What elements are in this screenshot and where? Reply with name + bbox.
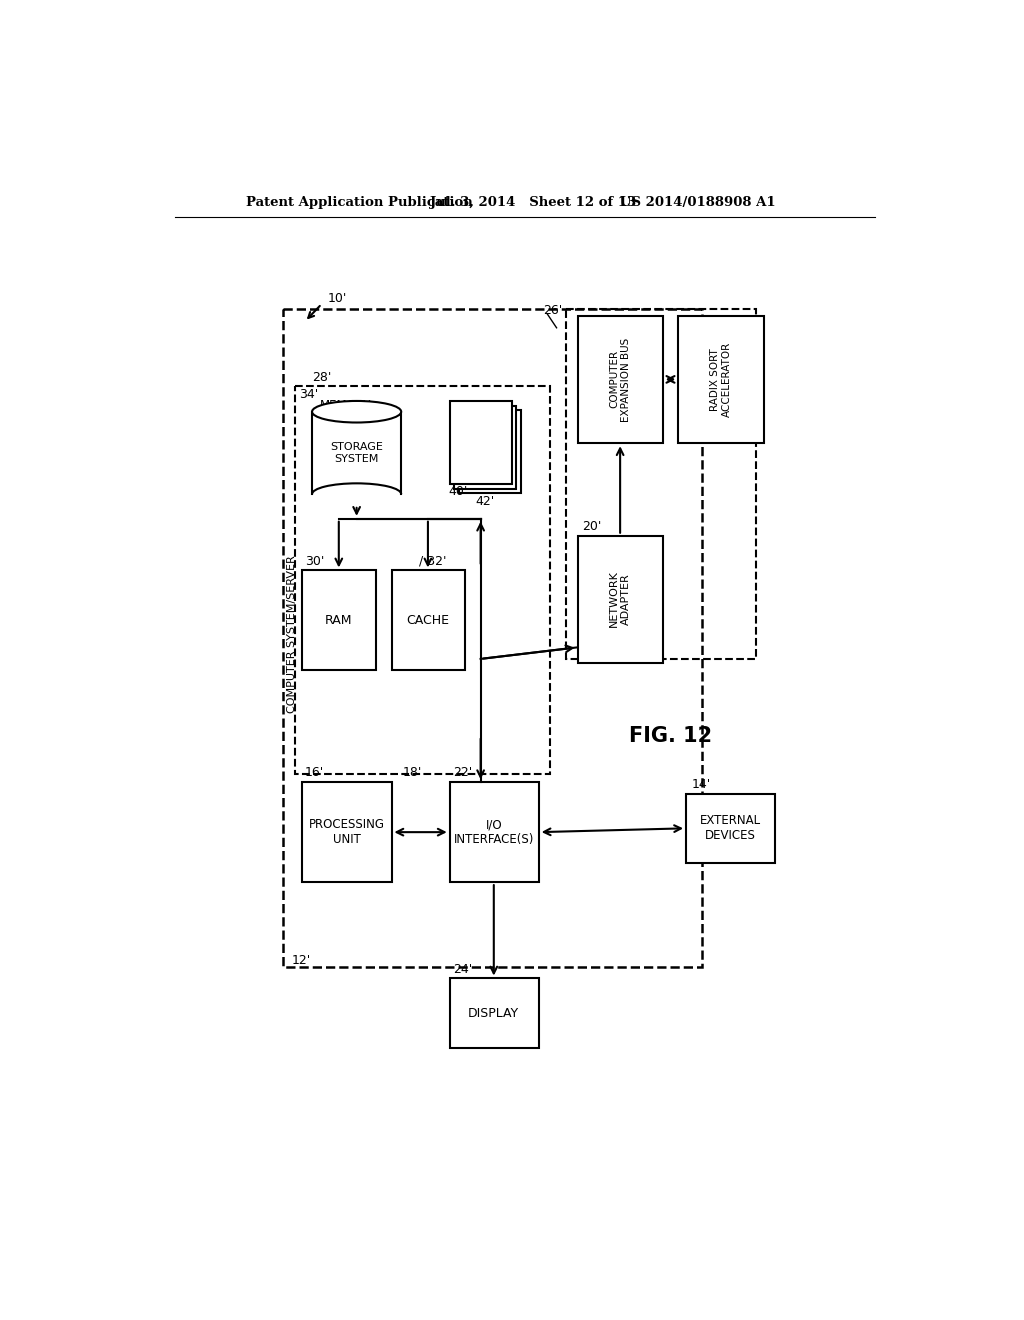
Text: 10': 10' xyxy=(328,292,347,305)
Text: 42': 42' xyxy=(475,495,495,508)
Text: COMPUTER
EXPANSION BUS: COMPUTER EXPANSION BUS xyxy=(609,338,631,421)
FancyBboxPatch shape xyxy=(578,317,663,444)
Text: 30': 30' xyxy=(305,554,324,568)
FancyBboxPatch shape xyxy=(391,570,465,671)
Ellipse shape xyxy=(312,401,401,422)
FancyBboxPatch shape xyxy=(678,317,764,444)
Text: I/O
INTERFACE(S): I/O INTERFACE(S) xyxy=(454,818,534,846)
Text: US 2014/0188908 A1: US 2014/0188908 A1 xyxy=(621,195,776,209)
Text: NETWORK
ADAPTER: NETWORK ADAPTER xyxy=(609,570,631,627)
Text: 14': 14' xyxy=(691,777,711,791)
Text: / 32': / 32' xyxy=(419,554,446,568)
Text: MEMORY: MEMORY xyxy=(321,399,372,412)
Text: 28': 28' xyxy=(311,371,331,384)
Text: 12': 12' xyxy=(292,954,310,968)
Text: STORAGE
SYSTEM: STORAGE SYSTEM xyxy=(330,442,383,463)
Text: PROCESSING
UNIT: PROCESSING UNIT xyxy=(308,818,385,846)
FancyBboxPatch shape xyxy=(450,781,539,882)
FancyBboxPatch shape xyxy=(455,405,516,488)
FancyBboxPatch shape xyxy=(686,793,775,863)
Text: 22': 22' xyxy=(454,767,473,779)
FancyBboxPatch shape xyxy=(450,401,512,484)
Text: CACHE: CACHE xyxy=(407,614,450,627)
FancyBboxPatch shape xyxy=(578,536,663,663)
Text: 20': 20' xyxy=(583,520,601,533)
Text: 26': 26' xyxy=(543,304,562,317)
Text: RAM: RAM xyxy=(325,614,352,627)
Text: Patent Application Publication: Patent Application Publication xyxy=(246,195,472,209)
Text: 18': 18' xyxy=(403,767,423,779)
Text: 34': 34' xyxy=(299,388,318,400)
Text: 24': 24' xyxy=(454,962,473,975)
Text: 16': 16' xyxy=(305,767,324,779)
Text: RADIX SORT
ACCELERATOR: RADIX SORT ACCELERATOR xyxy=(710,342,732,417)
Text: Jul. 3, 2014   Sheet 12 of 13: Jul. 3, 2014 Sheet 12 of 13 xyxy=(430,195,636,209)
Text: FIG. 12: FIG. 12 xyxy=(629,726,712,746)
Text: 40': 40' xyxy=(449,484,468,498)
Text: DISPLAY: DISPLAY xyxy=(468,1007,519,1019)
FancyBboxPatch shape xyxy=(302,781,391,882)
FancyBboxPatch shape xyxy=(302,570,376,671)
FancyBboxPatch shape xyxy=(450,978,539,1048)
Text: EXTERNAL
DEVICES: EXTERNAL DEVICES xyxy=(699,814,761,842)
Text: COMPUTER SYSTEM/SERVER: COMPUTER SYSTEM/SERVER xyxy=(287,556,297,713)
FancyBboxPatch shape xyxy=(459,411,521,494)
